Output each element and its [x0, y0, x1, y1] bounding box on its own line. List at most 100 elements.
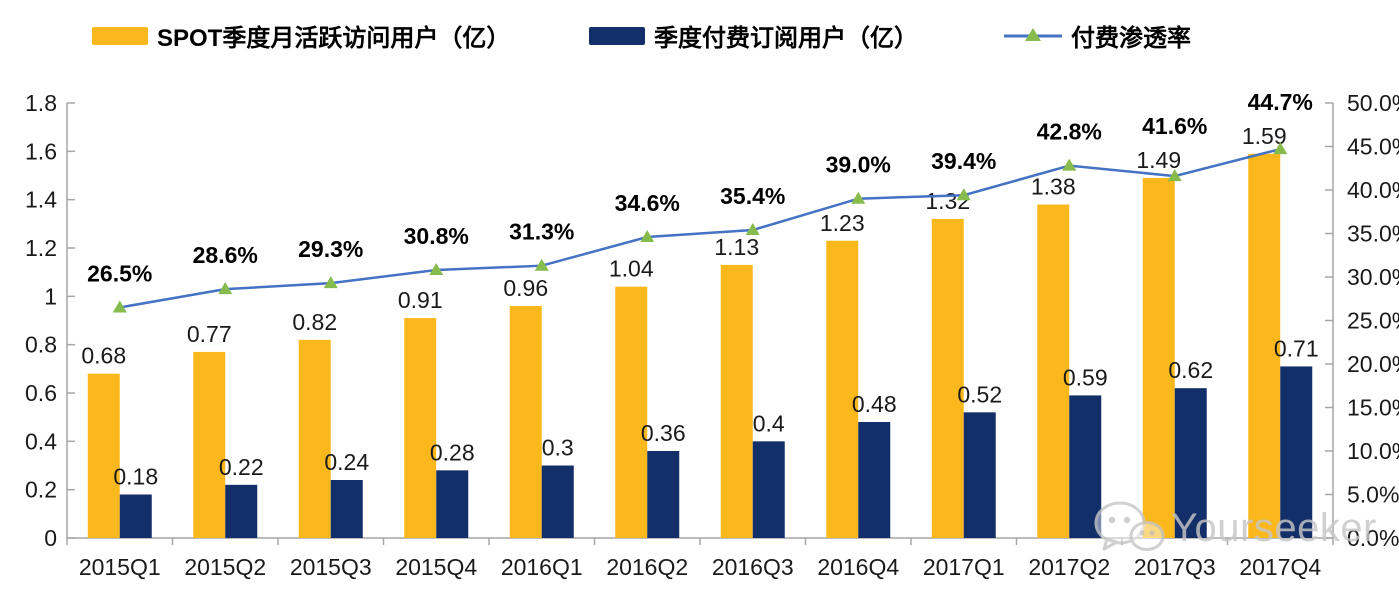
bar-mau: [826, 240, 859, 538]
penetration-percent-label: 42.8%: [1037, 119, 1102, 145]
bar-mau: [404, 318, 437, 538]
bar-mau: [1142, 177, 1175, 538]
x-axis-category-label: 2016Q1: [501, 554, 583, 580]
right-axis-tick-label: 40.0%: [1347, 177, 1399, 203]
x-axis-category-label: 2015Q4: [395, 554, 477, 580]
bar-mau-value-label: 0.77: [187, 321, 232, 347]
penetration-line-swatch: [1004, 27, 1062, 41]
bar-mau: [615, 286, 648, 538]
bar-mau-value-label: 0.96: [503, 275, 548, 301]
left-axis-tick-label: 1.6: [25, 138, 57, 164]
x-axis-category-label: 2017Q3: [1134, 554, 1216, 580]
bar-subscribers-value-label: 0.3: [542, 435, 574, 461]
bar-subscribers-value-label: 0.59: [1063, 364, 1108, 390]
x-axis-category-label: 2016Q2: [606, 554, 688, 580]
right-axis-tick-label: 35.0%: [1347, 221, 1399, 247]
right-axis-tick-label: 0.0%: [1347, 525, 1399, 551]
line-marker-triangle: [429, 263, 444, 276]
bar-subscribers-value-label: 0.36: [641, 420, 686, 446]
penetration-percent-label: 39.0%: [826, 152, 891, 178]
bar-subscribers: [119, 494, 152, 538]
subscribers-bar-swatch: [589, 26, 645, 45]
line-marker-triangle: [218, 282, 233, 295]
line-marker-triangle: [640, 229, 655, 242]
bar-subscribers-value-label: 0.28: [430, 439, 475, 465]
penetration-percent-label: 30.8%: [404, 223, 469, 249]
bar-mau-value-label: 1.23: [820, 210, 865, 236]
line-marker-triangle: [745, 223, 760, 236]
penetration-percent-label: 31.3%: [509, 219, 574, 245]
right-axis-tick-label: 50.0%: [1347, 90, 1399, 116]
bar-subscribers-value-label: 0.71: [1274, 335, 1319, 361]
bar-subscribers: [1174, 388, 1207, 538]
bar-subscribers-value-label: 0.4: [753, 410, 785, 436]
bar-mau-value-label: 0.82: [292, 309, 337, 335]
line-marker-triangle: [851, 191, 866, 204]
right-axis-tick-label: 25.0%: [1347, 308, 1399, 334]
line-marker-triangle: [112, 300, 127, 313]
right-axis-tick-label: 20.0%: [1347, 351, 1399, 377]
line-marker-triangle: [534, 258, 549, 271]
left-axis-tick-label: 0.6: [25, 380, 57, 406]
bar-subscribers: [858, 422, 891, 538]
mau-bar-swatch: [92, 26, 148, 45]
bar-subscribers-value-label: 0.52: [957, 381, 1002, 407]
left-axis-tick-label: 0.8: [25, 332, 57, 358]
bar-mau-value-label: 1.38: [1031, 174, 1076, 200]
penetration-percent-label: 44.7%: [1248, 89, 1313, 115]
bar-mau: [509, 306, 542, 538]
bar-subscribers: [225, 484, 258, 538]
penetration-percent-label: 28.6%: [193, 242, 258, 268]
x-axis-category-label: 2015Q1: [79, 554, 161, 580]
bar-subscribers: [541, 465, 574, 538]
penetration-percent-label: 39.4%: [931, 148, 996, 174]
bar-subscribers-value-label: 0.48: [852, 391, 897, 417]
left-axis-tick-label: 1.8: [25, 90, 57, 116]
line-marker-triangle: [323, 276, 338, 289]
bar-mau: [298, 339, 331, 538]
bar-subscribers: [1280, 366, 1313, 538]
legend-label-mau: SPOT季度月活跃访问用户（亿）: [157, 25, 511, 52]
penetration-percent-label: 34.6%: [615, 190, 680, 216]
x-axis-category-label: 2017Q1: [923, 554, 1005, 580]
bar-subscribers: [647, 451, 680, 538]
triangle-marker-icon: [1025, 27, 1041, 41]
bar-subscribers: [436, 470, 469, 538]
legend-item-mau: SPOT季度月活跃访问用户（亿）: [92, 18, 510, 53]
penetration-percent-label: 41.6%: [1142, 113, 1207, 139]
bar-subscribers-value-label: 0.24: [324, 449, 369, 475]
bar-mau: [87, 373, 120, 538]
bar-mau-value-label: 0.68: [81, 343, 126, 369]
legend-label-subscribers: 季度付费订阅用户（亿）: [654, 25, 918, 52]
right-axis-tick-label: 5.0%: [1347, 482, 1399, 508]
line-penetration: [119, 147, 1281, 309]
right-axis-tick-label: 30.0%: [1347, 264, 1399, 290]
right-axis-tick-label: 10.0%: [1347, 438, 1399, 464]
legend-label-penetration: 付费渗透率: [1071, 25, 1191, 52]
x-axis-category-label: 2016Q3: [712, 554, 794, 580]
bar-mau-value-label: 1.49: [1136, 147, 1181, 173]
left-axis-tick-label: 0: [44, 525, 57, 551]
legend-item-subscribers: 季度付费订阅用户（亿）: [589, 18, 918, 53]
left-axis-tick-label: 1.4: [25, 187, 57, 213]
bar-subscribers: [330, 480, 363, 538]
bar-subscribers: [1069, 395, 1102, 538]
right-axis-tick-label: 45.0%: [1347, 134, 1399, 160]
line-marker-triangle: [1273, 142, 1288, 155]
right-axis-tick-label: 15.0%: [1347, 395, 1399, 421]
bar-mau: [193, 351, 226, 538]
bar-subscribers: [752, 441, 785, 538]
x-axis-category-label: 2017Q4: [1239, 554, 1321, 580]
bar-mau-value-label: 1.04: [609, 256, 654, 282]
bar-subscribers: [963, 412, 996, 538]
penetration-percent-label: 26.5%: [87, 260, 152, 286]
bar-mau: [720, 264, 753, 538]
x-axis-category-label: 2016Q4: [817, 554, 899, 580]
left-axis-tick-label: 0.4: [25, 428, 57, 454]
line-marker-triangle: [1167, 169, 1182, 182]
x-axis-category-label: 2017Q2: [1028, 554, 1110, 580]
left-axis-tick-label: 0.2: [25, 477, 57, 503]
bar-mau: [931, 219, 964, 538]
